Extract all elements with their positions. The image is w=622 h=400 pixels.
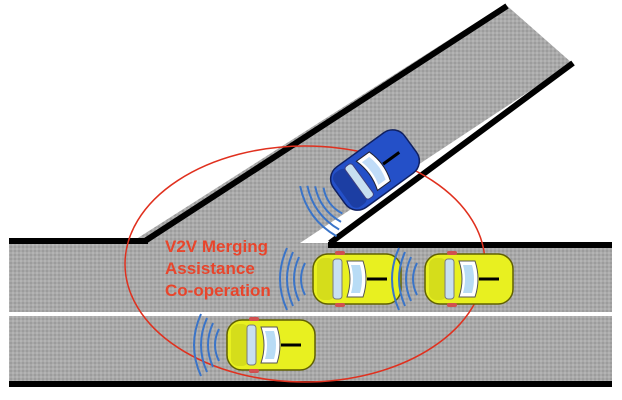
label-line-2: Assistance [165,259,255,278]
ramp-edge-lower [328,60,575,246]
car-icon [423,249,515,309]
label-line-1: V2V Merging [165,237,268,256]
on-ramp [130,4,572,243]
car-icon [225,315,317,375]
v2v-label: V2V Merging Assistance Co-operation [165,237,273,300]
car-icon [311,249,403,309]
ramp-edge-upper [143,3,509,244]
label-line-3: Co-operation [165,281,271,300]
